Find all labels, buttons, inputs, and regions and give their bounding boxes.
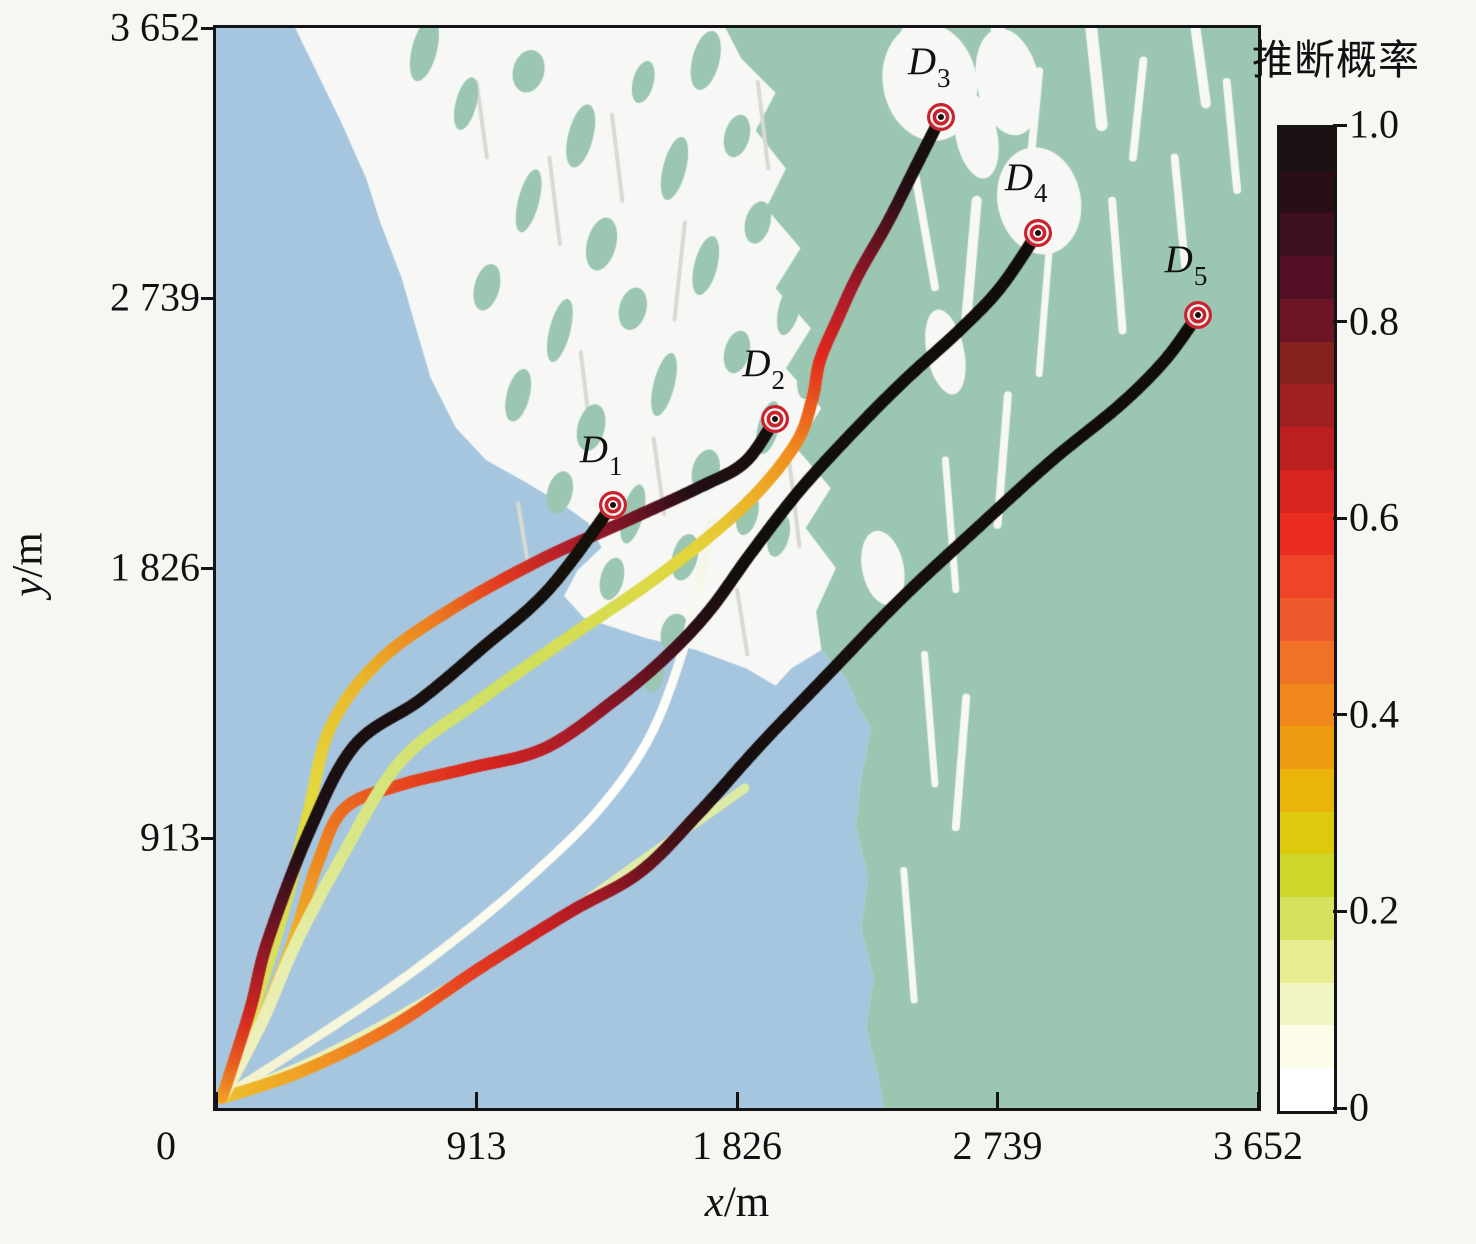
bullseye-marker-icon — [1183, 301, 1212, 330]
map-trajectory-canvas — [216, 28, 1258, 1108]
colorbar-segment-9 — [1280, 512, 1334, 556]
colorbar-segment-13 — [1280, 683, 1334, 727]
bullseye-marker-icon — [926, 103, 955, 132]
colorbar-tick-mark-0.4 — [1333, 713, 1347, 717]
colorbar-tick-label-0.6: 0.6 — [1349, 494, 1399, 540]
colorbar-tick-mark-0 — [1333, 1106, 1347, 1110]
x-axis-title: x/m — [705, 1178, 770, 1227]
destination-label-D5: D5 — [1164, 238, 1208, 292]
x-tick-label-0: 0 — [156, 1123, 176, 1168]
colorbar-tick-mark-0.8 — [1333, 320, 1347, 324]
colorbar-segment-7 — [1280, 427, 1334, 470]
colorbar-segment-20 — [1280, 982, 1334, 1026]
y-tick-mark-1826 — [201, 566, 216, 570]
y-tick-label-913: 913 — [140, 814, 200, 860]
x-axis-unit: /m — [723, 1179, 770, 1226]
colorbar-segment-11 — [1280, 598, 1334, 641]
colorbar-tick-label-0.2: 0.2 — [1349, 887, 1399, 933]
y-axis-unit: /m — [4, 532, 52, 578]
destination-marker-D5 — [1181, 298, 1215, 332]
destination-marker-D2 — [758, 402, 792, 436]
colorbar-segment-2 — [1280, 213, 1334, 257]
x-tick-label-2739: 2 739 — [952, 1123, 1043, 1168]
x-tick-mark-1826 — [735, 1092, 739, 1108]
colorbar-segment-4 — [1280, 298, 1334, 342]
colorbar-segment-1 — [1280, 170, 1334, 214]
colorbar-segment-19 — [1280, 939, 1334, 983]
destination-marker-D4 — [1021, 216, 1055, 250]
colorbar-tick-label-0: 0 — [1349, 1084, 1369, 1130]
colorbar-segment-18 — [1280, 897, 1334, 940]
colorbar-segment-22 — [1280, 1068, 1334, 1111]
bullseye-marker-icon — [761, 404, 790, 433]
colorbar-segment-3 — [1280, 256, 1334, 299]
colorbar — [1277, 125, 1337, 1114]
colorbar-segment-0 — [1280, 128, 1334, 171]
plot-area: D1 D2 D3 D4 — [213, 25, 1261, 1111]
colorbar-segment-14 — [1280, 726, 1334, 770]
destination-label-D2: D2 — [742, 342, 786, 395]
destination-marker-D1 — [596, 488, 630, 522]
x-axis-variable: x — [704, 1179, 724, 1226]
colorbar-tick-label-0.8: 0.8 — [1349, 298, 1399, 344]
colorbar-tick-mark-0.6 — [1333, 516, 1347, 520]
destination-marker-D3 — [924, 100, 958, 134]
colorbar-title: 推断概率 — [1252, 37, 1420, 83]
x-tick-label-913: 913 — [446, 1123, 507, 1168]
x-tick-mark-3652 — [1256, 1092, 1260, 1108]
y-axis-title: y/m — [4, 465, 53, 665]
destination-label-D1: D1 — [579, 427, 623, 481]
colorbar-tick-label-0.4: 0.4 — [1349, 691, 1399, 737]
colorbar-segment-10 — [1280, 555, 1334, 599]
y-tick-mark-3652 — [201, 26, 216, 30]
colorbar-tick-mark-1.0 — [1333, 123, 1347, 127]
colorbar-segment-17 — [1280, 854, 1334, 898]
x-tick-label-1826: 1 826 — [692, 1123, 782, 1168]
colorbar-segment-5 — [1280, 341, 1334, 385]
destination-label-D3: D3 — [907, 40, 951, 94]
colorbar-segment-15 — [1280, 769, 1334, 812]
colorbar-segment-6 — [1280, 384, 1334, 428]
bullseye-marker-icon — [598, 490, 627, 519]
y-tick-mark-2739 — [201, 296, 216, 300]
x-tick-mark-2739 — [996, 1092, 999, 1108]
colorbar-segment-12 — [1280, 640, 1334, 684]
destination-label-D4: D4 — [1004, 155, 1048, 209]
x-tick-mark-913 — [475, 1092, 478, 1108]
x-tick-label-3652: 3 652 — [1213, 1123, 1303, 1168]
x-tick-mark-0 — [214, 1092, 218, 1108]
y-tick-label-1826: 1 826 — [110, 544, 200, 590]
bullseye-marker-icon — [1023, 218, 1052, 247]
y-tick-mark-913 — [201, 836, 216, 840]
colorbar-segment-21 — [1280, 1025, 1334, 1069]
colorbar-tick-mark-0.2 — [1333, 909, 1347, 913]
colorbar-tick-label-1.0: 1.0 — [1349, 101, 1399, 147]
y-tick-label-3652: 3 652 — [110, 4, 200, 50]
y-tick-label-2739: 2 739 — [110, 274, 200, 320]
colorbar-segment-8 — [1280, 469, 1334, 513]
colorbar-segment-16 — [1280, 811, 1334, 855]
y-axis-variable: y — [4, 577, 52, 597]
